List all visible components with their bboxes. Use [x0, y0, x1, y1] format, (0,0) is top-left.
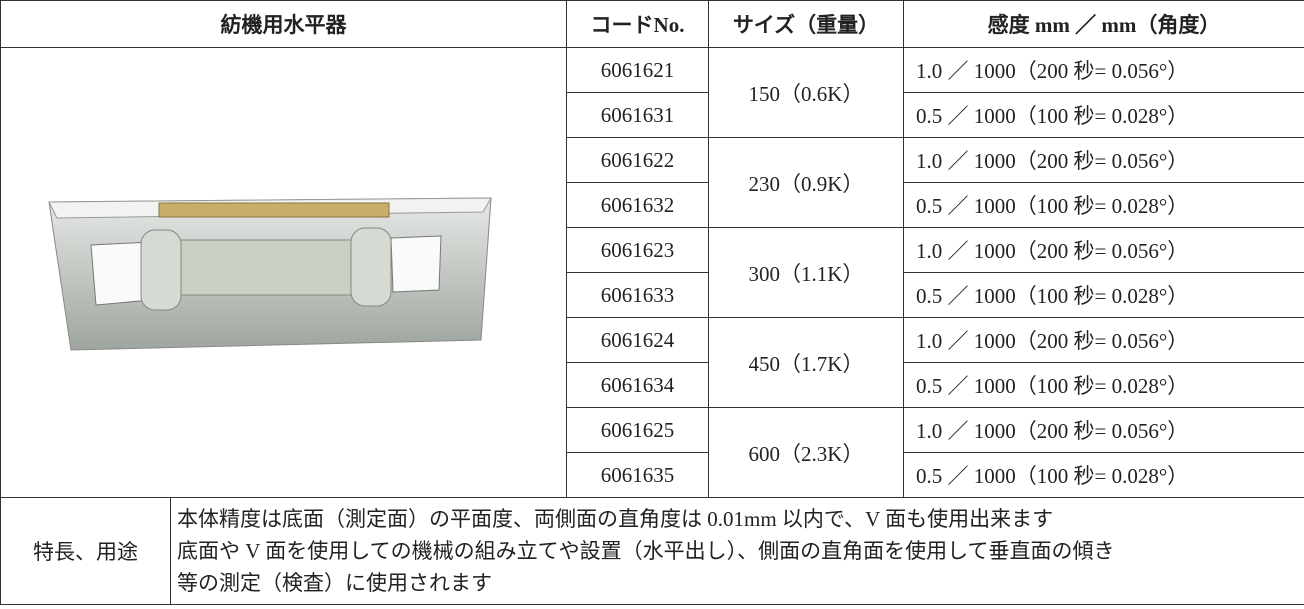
code: 6061631: [566, 92, 709, 138]
sensitivity: 0.5 ／ 1000（100 秒= 0.028°）: [903, 362, 1304, 408]
sensitivity: 0.5 ／ 1000（100 秒= 0.028°）: [903, 452, 1304, 498]
sensitivity: 0.5 ／ 1000（100 秒= 0.028°）: [903, 272, 1304, 318]
code: 6061622: [566, 137, 709, 183]
sensitivity: 1.0 ／ 1000（200 秒= 0.056°）: [903, 317, 1304, 363]
size: 230（0.9K）: [708, 137, 904, 228]
size: 150（0.6K）: [708, 47, 904, 138]
size: 300（1.1K）: [708, 227, 904, 318]
sensitivity: 1.0 ／ 1000（200 秒= 0.056°）: [903, 227, 1304, 273]
code: 6061624: [566, 317, 709, 363]
product-image: [48, 196, 492, 351]
header-code: コードNo.: [566, 0, 709, 48]
code: 6061621: [566, 47, 709, 93]
features-text: 本体精度は底面（測定面）の平面度、両側面の直角度は 0.01mm 以内で、V 面…: [170, 497, 1304, 605]
header-title: 紡機用水平器: [0, 0, 567, 48]
header-sensitivity: 感度 mm ／ mm（角度）: [903, 0, 1304, 48]
sensitivity: 1.0 ／ 1000（200 秒= 0.056°）: [903, 407, 1304, 453]
sensitivity: 0.5 ／ 1000（100 秒= 0.028°）: [903, 92, 1304, 138]
feature-line: 本体精度は底面（測定面）の平面度、両側面の直角度は 0.01mm 以内で、V 面…: [177, 507, 1054, 531]
header-size: サイズ（重量）: [708, 0, 904, 48]
code: 6061625: [566, 407, 709, 453]
size: 450（1.7K）: [708, 317, 904, 408]
features-label: 特長、用途: [0, 497, 171, 605]
product-image-cell: [0, 47, 567, 498]
code: 6061635: [566, 452, 709, 498]
feature-line: 底面や V 面を使用しての機械の組み立てや設置（水平出し）、側面の直角面を使用し…: [177, 539, 1115, 563]
code: 6061623: [566, 227, 709, 273]
feature-line: 等の測定（検査）に使用されます: [177, 571, 492, 595]
code: 6061634: [566, 362, 709, 408]
sensitivity: 1.0 ／ 1000（200 秒= 0.056°）: [903, 47, 1304, 93]
sensitivity: 0.5 ／ 1000（100 秒= 0.028°）: [903, 182, 1304, 228]
size: 600（2.3K）: [708, 407, 904, 498]
code: 6061632: [566, 182, 709, 228]
sensitivity: 1.0 ／ 1000（200 秒= 0.056°）: [903, 137, 1304, 183]
code: 6061633: [566, 272, 709, 318]
